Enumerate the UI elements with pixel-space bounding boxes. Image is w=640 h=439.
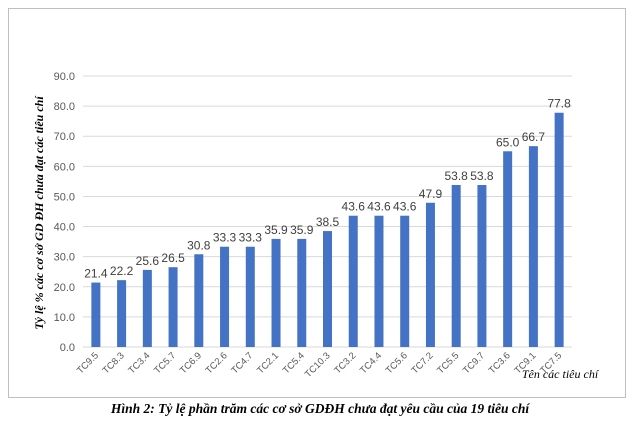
x-tick-label: TC3.2 <box>332 350 358 376</box>
x-tick-label: TC2.6 <box>204 350 230 376</box>
data-label: 22.2 <box>110 264 134 278</box>
x-tick-label: TC3.4 <box>126 350 152 376</box>
bar <box>348 215 358 347</box>
bars <box>91 112 564 347</box>
data-label: 53.8 <box>470 169 494 183</box>
data-label: 38.5 <box>316 215 340 229</box>
x-tick-label: TC5.7 <box>152 350 178 376</box>
data-label: 33.3 <box>239 231 263 245</box>
bar <box>323 231 332 347</box>
x-tick-label: TC5.6 <box>384 350 410 376</box>
data-label: 47.9 <box>419 187 443 201</box>
data-label: 26.5 <box>161 251 185 265</box>
data-label: 35.9 <box>264 223 288 237</box>
data-label: 35.9 <box>290 223 314 237</box>
data-label: 53.8 <box>445 169 469 183</box>
bar <box>220 246 230 347</box>
y-tick-label: 60.0 <box>54 161 75 173</box>
data-label: 77.8 <box>547 97 571 111</box>
x-tick-label: TC7.2 <box>409 350 435 376</box>
x-tick-label: TC4.7 <box>229 350 255 376</box>
data-labels: 21.4 22.225.6 26.530.833.3 33.335.9 35.938.5… <box>84 97 571 281</box>
x-tick-label: TC10.3 <box>303 350 333 380</box>
data-label: 30.8 <box>187 238 211 252</box>
y-tick-label: 80.0 <box>54 101 75 113</box>
bar <box>451 185 461 347</box>
data-label: 66.7 <box>522 130 546 144</box>
chart-frame <box>8 8 626 398</box>
bar <box>194 254 204 347</box>
x-tick-label: TC6.9 <box>178 350 204 376</box>
bar <box>142 269 152 347</box>
bar <box>271 238 281 347</box>
bar <box>374 215 384 347</box>
x-tick-label: TC5.5 <box>435 350 461 376</box>
x-tick-label: TC3.6 <box>487 350 513 376</box>
bar <box>400 215 410 347</box>
x-tick-label: TC2.1 <box>255 350 281 376</box>
x-tick-label: TC9.7 <box>461 350 487 376</box>
data-label: 25.6 <box>136 254 160 268</box>
y-tick-label: 20.0 <box>54 282 75 294</box>
y-tick-label: 90.0 <box>54 71 75 83</box>
bar <box>91 282 101 347</box>
bar <box>297 238 307 347</box>
bar <box>554 112 564 347</box>
bar <box>425 202 435 347</box>
data-label: 43.6 <box>342 200 366 214</box>
y-axis-ticks: 0.0 10.0 20.0 30.0 40.0 50.0 60.0 70.0 80.0 90.0 <box>54 71 75 354</box>
figure-caption: Hình 2: Tỷ lệ phần trăm các cơ sở GDĐH c… <box>110 401 530 416</box>
y-tick-label: 30.0 <box>54 252 75 264</box>
bar <box>168 267 178 347</box>
data-label: 21.4 <box>84 267 108 281</box>
y-axis-title: Tỷ lệ % các cơ sở GD ĐH chưa đạt các tiê… <box>32 95 46 330</box>
bar <box>245 246 255 347</box>
bar <box>117 280 127 347</box>
data-label: 65.0 <box>496 135 520 149</box>
x-axis-title: Tên các tiêu chí <box>522 367 600 381</box>
y-tick-label: 50.0 <box>54 191 75 203</box>
x-tick-label: TC9.5 <box>75 350 101 376</box>
x-tick-label: TC4.4 <box>358 350 384 376</box>
data-label: 33.3 <box>213 231 237 245</box>
y-tick-label: 10.0 <box>54 312 75 324</box>
y-tick-label: 0.0 <box>60 342 75 354</box>
bar <box>503 151 513 347</box>
y-tick-label: 40.0 <box>54 222 75 234</box>
x-axis-categories: TC9.5 TC8.3 TC3.4 TC5.7 TC6.9 TC2.6 TC4.7 TC2.1… <box>75 350 564 380</box>
bar <box>528 146 538 347</box>
data-label: 43.6 <box>367 200 391 214</box>
bar <box>477 185 487 347</box>
x-tick-label: TC8.3 <box>101 350 127 376</box>
gridlines <box>83 75 572 348</box>
y-tick-label: 70.0 <box>54 131 75 143</box>
data-label: 43.6 <box>393 200 417 214</box>
